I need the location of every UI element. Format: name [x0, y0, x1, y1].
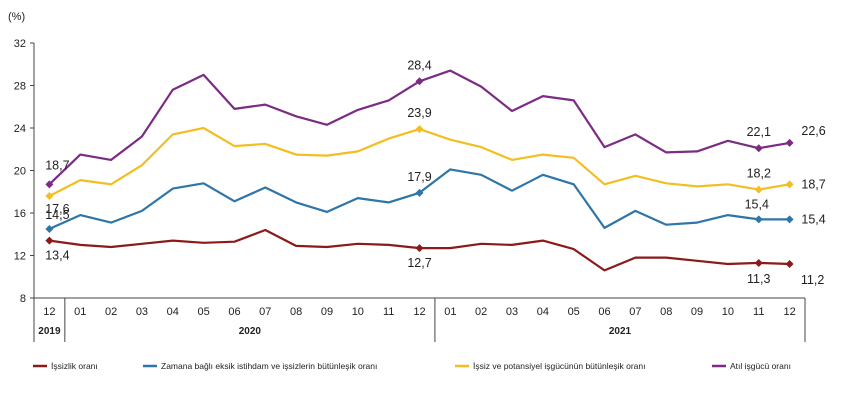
year-labels: 2019 2020 2021 [38, 326, 631, 337]
x-tick-label: 03 [136, 306, 148, 318]
x-tick-label: 12 [413, 306, 425, 318]
data-label: 22,6 [801, 124, 825, 138]
series-marker [785, 180, 794, 189]
x-tick-label: 09 [691, 306, 703, 318]
x-tick-label: 12 [43, 306, 55, 318]
data-label: 23,9 [407, 106, 431, 120]
x-tick-label: 10 [722, 306, 734, 318]
x-tick-label: 05 [568, 306, 580, 318]
x-tick-label: 12 [783, 306, 795, 318]
x-tick-label: 11 [383, 306, 394, 318]
y-tick-label: 12 [14, 251, 26, 263]
data-label: 12,7 [407, 256, 431, 270]
series-marker [754, 258, 763, 267]
legend-label: İşsizlik oranı [51, 361, 98, 371]
x-tick-label: 02 [105, 306, 117, 318]
legend-label: İşsiz ve potansiyel işgücünün bütünleşik… [473, 361, 645, 371]
y-tick-label: 16 [14, 208, 26, 220]
series-marker [45, 192, 54, 200]
data-labels: 13,4 12,7 11,3 11,2 14,5 17,9 15,4 15,4 17,6 23,9… [45, 58, 826, 287]
x-tick-label: 07 [629, 306, 641, 318]
data-label: 18,2 [747, 167, 771, 181]
data-label: 11,2 [801, 273, 824, 287]
x-axis-ticks: 12 01 02 03 04 05 06 07 08 09 10 11 12 01 02 03 04 05 06 07… [43, 306, 795, 318]
data-label: 14,5 [45, 208, 69, 222]
series-marker [45, 180, 54, 189]
x-tick-label: 06 [228, 306, 240, 318]
x-tick-label: 07 [259, 306, 271, 318]
y-tick-label: 32 [14, 38, 26, 50]
series-group [45, 69, 794, 272]
x-tick-label: 08 [290, 306, 302, 318]
y-tick-label: 24 [14, 123, 26, 135]
x-tick-label: 05 [197, 306, 209, 318]
y-axis-label: (%) [8, 11, 25, 23]
data-label: 22,1 [747, 125, 771, 139]
year-label: 2019 [38, 326, 61, 337]
data-label: 15,4 [745, 197, 769, 211]
series-marker [415, 125, 424, 134]
series-line-3 [48, 126, 790, 197]
data-label: 15,4 [801, 212, 825, 226]
data-label: 11,3 [747, 272, 770, 286]
x-tick-label: 01 [74, 306, 86, 318]
x-tick-label: 11 [753, 306, 764, 318]
year-label: 2020 [239, 326, 262, 337]
series-marker [785, 138, 794, 147]
y-tick-label: 28 [14, 81, 26, 93]
x-tick-label: 01 [444, 306, 456, 318]
data-label: 28,4 [407, 58, 431, 72]
series-marker [45, 236, 54, 245]
series-marker [785, 260, 794, 268]
legend-label: Zamana bağlı eksik istihdam ve işsizleri… [161, 361, 377, 371]
x-tick-label: 10 [352, 306, 364, 318]
data-label: 18,7 [801, 177, 825, 191]
x-tick-label: 06 [598, 306, 610, 318]
x-tick-label: 04 [537, 306, 549, 318]
series-marker [754, 144, 763, 153]
data-label: 17,9 [407, 170, 431, 184]
y-axis-ticks: 8 12 16 20 24 28 32 [14, 38, 34, 305]
series-marker [754, 185, 763, 194]
legend-label: Atıl işgücü oranı [730, 361, 791, 371]
series-marker [45, 224, 54, 233]
x-tick-label: 02 [475, 306, 487, 318]
year-label: 2021 [609, 326, 632, 337]
series-marker [754, 215, 763, 224]
y-tick-label: 20 [14, 166, 26, 178]
data-label: 13,4 [45, 249, 69, 263]
x-tick-label: 09 [321, 306, 333, 318]
data-label: 17,6 [45, 202, 69, 216]
x-tick-label: 03 [506, 306, 518, 318]
series-marker [415, 77, 424, 86]
x-tick-label: 08 [660, 306, 672, 318]
series-marker [415, 188, 424, 197]
legend: İşsizlik oranı Zamana bağlı eksik istihda… [33, 361, 791, 371]
series-marker [785, 215, 794, 224]
y-tick-label: 8 [20, 293, 26, 305]
x-tick-label: 04 [167, 306, 179, 318]
series-marker [415, 244, 424, 253]
data-label: 18,7 [45, 158, 69, 172]
